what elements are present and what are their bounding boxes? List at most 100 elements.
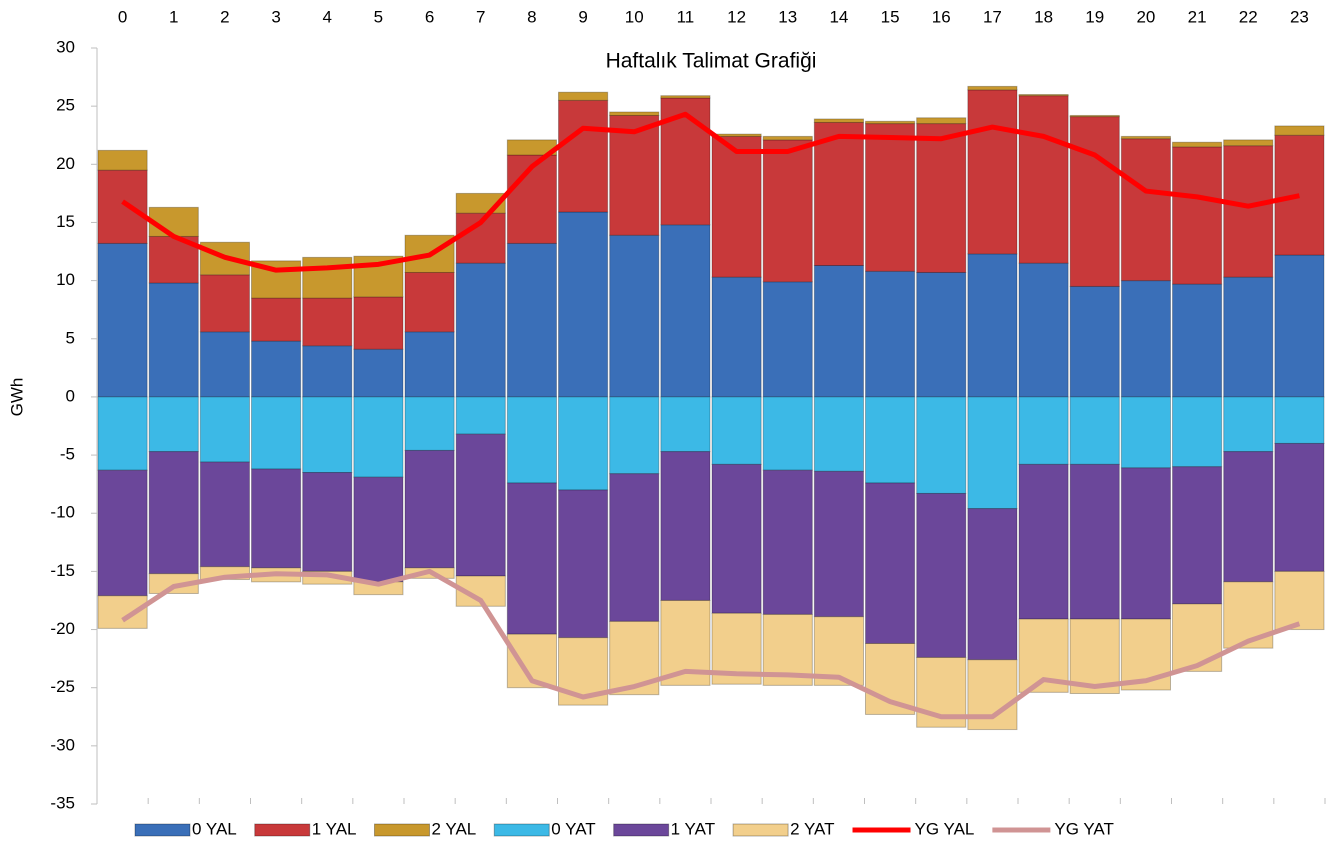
bar xyxy=(609,111,660,116)
x-tick-label: 2 xyxy=(220,7,229,26)
bar xyxy=(1069,114,1120,118)
bar xyxy=(1223,145,1274,278)
bar xyxy=(813,470,864,618)
bar xyxy=(251,396,302,470)
bar xyxy=(711,135,762,278)
bar xyxy=(455,262,506,398)
bar xyxy=(148,396,199,453)
legend-swatch xyxy=(254,823,311,837)
bar xyxy=(967,396,1018,510)
x-tick-label: 23 xyxy=(1290,7,1309,26)
x-tick-label: 11 xyxy=(677,7,695,26)
bar xyxy=(302,297,353,347)
line xyxy=(121,111,1300,273)
x-tick-label: 4 xyxy=(323,7,332,26)
bar xyxy=(865,123,916,272)
bar xyxy=(1018,262,1069,398)
bar xyxy=(660,396,711,453)
x-tick-label: 0 xyxy=(118,7,127,26)
y-tick-label: 10 xyxy=(56,270,75,289)
x-tick-label: 3 xyxy=(271,7,280,26)
x-tick-label: 21 xyxy=(1188,7,1207,26)
legend-label: 0 YAT xyxy=(551,819,595,838)
bar xyxy=(916,117,967,125)
legend-label: YG YAL xyxy=(915,819,975,838)
x-tick-label: 19 xyxy=(1085,7,1104,26)
x-tick-label: 12 xyxy=(727,7,746,26)
bar xyxy=(660,224,711,398)
x-tick-label: 1 xyxy=(169,7,178,26)
bar xyxy=(1018,94,1069,97)
bar xyxy=(97,595,148,629)
bar xyxy=(1120,467,1172,620)
bar xyxy=(558,91,609,101)
bar xyxy=(813,118,864,123)
bar xyxy=(967,89,1018,255)
bar xyxy=(1172,141,1223,148)
bar xyxy=(609,396,660,475)
bar xyxy=(199,396,250,463)
legend-swatch xyxy=(732,823,789,837)
y-tick-label: -10 xyxy=(50,503,75,522)
legend-label: YG YAT xyxy=(1054,819,1114,838)
bar xyxy=(1274,442,1325,572)
bar xyxy=(1172,603,1223,672)
x-tick-label: 18 xyxy=(1034,7,1053,26)
line xyxy=(121,568,1301,720)
legend-label: 1 YAL xyxy=(312,819,357,838)
bar xyxy=(762,469,813,615)
bar xyxy=(199,331,250,398)
bar xyxy=(762,135,813,141)
bar xyxy=(353,476,404,583)
bar xyxy=(455,433,506,577)
bar xyxy=(813,264,864,398)
bar xyxy=(97,149,148,171)
bar xyxy=(967,253,1018,398)
bar xyxy=(302,396,353,474)
legend-swatch xyxy=(134,823,191,837)
bar xyxy=(1223,396,1274,453)
x-tick-label: 15 xyxy=(881,7,900,26)
bar xyxy=(865,396,916,484)
x-tick-label: 10 xyxy=(625,7,644,26)
x-tick-label: 22 xyxy=(1239,7,1258,26)
bar xyxy=(1274,134,1325,256)
bar xyxy=(609,473,660,622)
bar xyxy=(1274,254,1325,398)
x-tick-label: 6 xyxy=(425,7,434,26)
bar xyxy=(660,95,711,99)
bar xyxy=(1120,280,1172,398)
y-tick-label: -20 xyxy=(50,619,75,638)
bar xyxy=(558,489,609,639)
x-tick-label: 9 xyxy=(578,7,587,26)
bar xyxy=(1069,116,1120,287)
bar xyxy=(353,296,404,350)
bar xyxy=(1018,463,1069,620)
bar xyxy=(558,99,609,213)
bar xyxy=(711,276,762,398)
bar xyxy=(916,396,967,494)
bar xyxy=(1069,285,1120,398)
y-tick-label: -25 xyxy=(50,677,75,696)
bar xyxy=(1069,618,1120,695)
bar xyxy=(353,348,404,398)
bar xyxy=(506,482,558,635)
legend-swatch xyxy=(374,823,430,837)
bar xyxy=(148,451,199,575)
bar xyxy=(865,270,916,398)
bar xyxy=(302,256,353,299)
x-tick-label: 8 xyxy=(527,7,536,26)
bar xyxy=(865,642,916,715)
bar xyxy=(1120,138,1172,282)
bar xyxy=(711,463,762,614)
bar xyxy=(302,345,353,398)
y-tick-label: -5 xyxy=(60,445,75,464)
bar xyxy=(916,123,967,273)
bar xyxy=(1069,396,1120,465)
y-tick-label: 15 xyxy=(56,212,75,231)
bar xyxy=(404,396,455,451)
bar xyxy=(762,139,813,283)
bar xyxy=(97,169,148,244)
bar xyxy=(1172,283,1223,398)
bar xyxy=(967,508,1018,661)
